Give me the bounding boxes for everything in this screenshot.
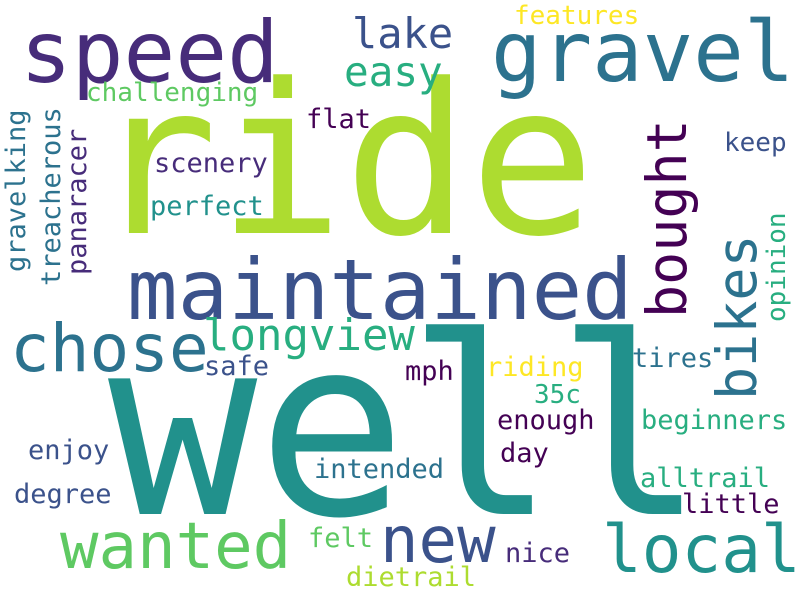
word-treacherous: treacherous bbox=[36, 107, 67, 286]
word-ride: ride bbox=[92, 40, 596, 283]
word-safe: safe bbox=[204, 351, 270, 382]
word-panaracer: panaracer bbox=[62, 128, 93, 275]
word-challenging: challenging bbox=[86, 78, 259, 108]
word-easy: easy bbox=[344, 48, 443, 96]
word-maintained: maintained bbox=[127, 241, 633, 339]
word-mph: mph bbox=[405, 356, 454, 387]
word-riding: riding bbox=[486, 352, 584, 383]
word-alltrail: alltrail bbox=[640, 463, 771, 494]
word-day: day bbox=[500, 438, 549, 469]
word-wanted: wanted bbox=[60, 510, 292, 584]
word-flat: flat bbox=[306, 104, 372, 135]
word-intended: intended bbox=[314, 454, 445, 485]
word-gravelking: gravelking bbox=[1, 109, 32, 272]
word-local: local bbox=[602, 511, 800, 588]
word-longview: longview bbox=[203, 310, 415, 361]
word-chose: chose bbox=[10, 310, 209, 387]
word-well: well bbox=[108, 285, 706, 573]
word-little: little bbox=[682, 489, 780, 520]
word-scenery: scenery bbox=[154, 148, 268, 179]
word-speed: speed bbox=[20, 3, 279, 103]
word-gravel: gravel bbox=[491, 3, 795, 101]
word-features: features bbox=[514, 1, 640, 31]
word-bikes: bikes bbox=[705, 234, 769, 400]
word-nice: nice bbox=[505, 538, 571, 569]
word-perfect: perfect bbox=[150, 191, 264, 222]
word-tires: tires bbox=[632, 343, 714, 374]
word-35c: 35c bbox=[534, 380, 581, 410]
word-bought: bought bbox=[635, 119, 699, 318]
word-dietrail: dietrail bbox=[346, 562, 477, 593]
word-beginners: beginners bbox=[641, 405, 788, 436]
word-lake: lake bbox=[352, 9, 454, 58]
word-new: new bbox=[380, 504, 496, 578]
word-opinion: opinion bbox=[762, 212, 792, 322]
word-felt: felt bbox=[308, 523, 374, 554]
word-degree: degree bbox=[14, 479, 112, 510]
word-enough: enough bbox=[497, 405, 595, 436]
word-enjoy: enjoy bbox=[28, 435, 110, 466]
word-keep: keep bbox=[724, 128, 787, 158]
